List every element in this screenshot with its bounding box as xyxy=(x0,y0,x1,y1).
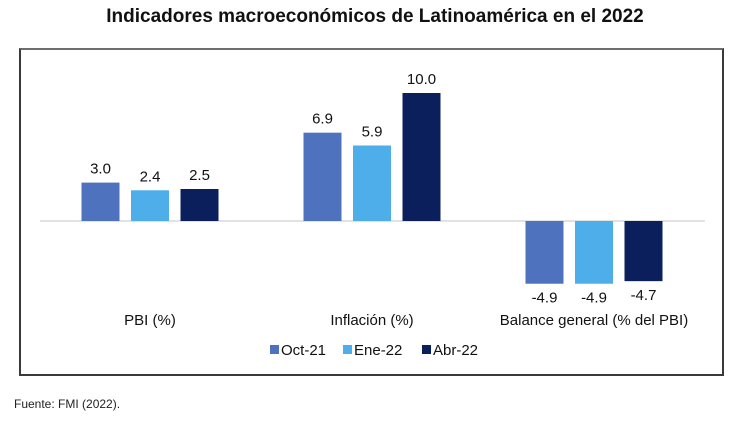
chart-title: Indicadores macroeconómicos de Latinoamé… xyxy=(106,6,644,27)
bar-ene-22-1 xyxy=(353,145,391,221)
bar-oct-21-1 xyxy=(303,132,342,221)
bar-abr-22-1 xyxy=(402,93,441,221)
data-label: 2.5 xyxy=(189,167,210,184)
legend-swatch xyxy=(270,345,279,354)
legend-label: Oct-21 xyxy=(281,342,326,359)
bar-ene-22-0 xyxy=(131,190,169,221)
data-label: 10.0 xyxy=(407,71,436,88)
source-note: Fuente: FMI (2022). xyxy=(14,397,121,411)
category-label: Inflación (%) xyxy=(330,312,413,329)
legend-item-ene-22: Ene-22 xyxy=(343,342,402,359)
legend: Oct-21 Ene-22 Abr-22 xyxy=(270,342,478,359)
category-label: PBI (%) xyxy=(124,312,176,329)
legend-label: Abr-22 xyxy=(433,342,478,359)
bar-abr-22-0 xyxy=(180,189,219,221)
legend-label: Ene-22 xyxy=(354,342,402,359)
category-label: Balance general (% del PBI) xyxy=(500,312,688,329)
data-label: -4.9 xyxy=(581,290,607,307)
data-label: -4.7 xyxy=(631,287,657,304)
data-label: 5.9 xyxy=(362,123,383,140)
legend-item-oct-21: Oct-21 xyxy=(270,342,326,359)
bar-oct-21-2 xyxy=(525,221,564,284)
data-label: -4.9 xyxy=(532,290,558,307)
chart-frame xyxy=(19,48,724,376)
data-label: 3.0 xyxy=(90,161,111,178)
data-label: 2.4 xyxy=(140,168,161,185)
bar-abr-22-2 xyxy=(624,221,663,282)
bar-oct-21-0 xyxy=(81,182,120,221)
legend-swatch xyxy=(343,345,352,354)
bar-ene-22-2 xyxy=(575,221,613,284)
data-label: 6.9 xyxy=(312,111,333,128)
legend-item-abr-22: Abr-22 xyxy=(422,342,478,359)
legend-swatch xyxy=(422,345,431,354)
